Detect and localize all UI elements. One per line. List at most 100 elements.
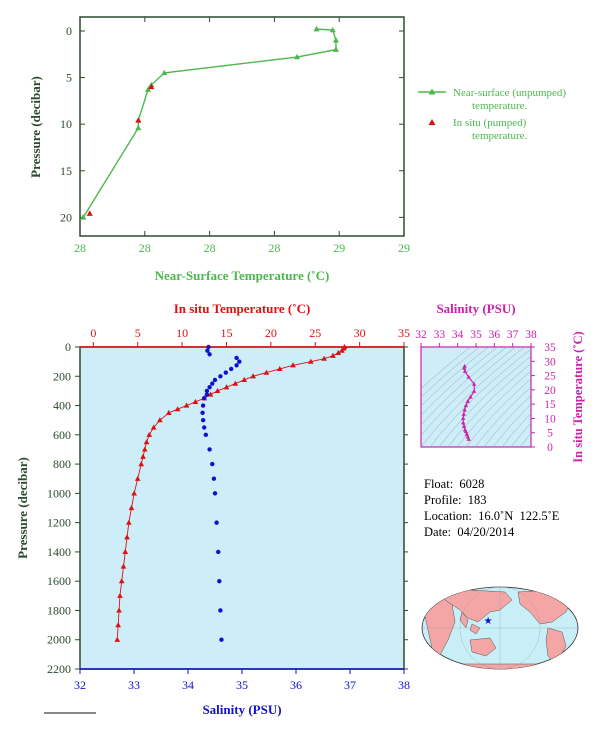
density-contour <box>465 378 531 447</box>
density-contour <box>438 355 531 447</box>
surface-point <box>145 86 152 92</box>
top-xtick-label: 28 <box>74 241 86 255</box>
salinity-point <box>203 432 209 438</box>
top-xlabel: Near-Surface Temperature (˚C) <box>155 268 330 283</box>
ts-ytick-label: 30 <box>544 356 556 368</box>
density-contour <box>421 347 525 447</box>
surface-point <box>161 69 168 76</box>
float-location-marker: ★ <box>484 616 493 627</box>
ts-xtick-label: 35 <box>470 329 482 341</box>
sal-tick-label: 38 <box>398 678 410 692</box>
temperature-point <box>140 453 146 459</box>
density-contour <box>474 386 531 447</box>
salinity-point <box>211 476 217 481</box>
main-axis-ticks: 0 5 10 15 20 25 30 35 32 33 34 35 36 37 38 0 200 400 600 80… <box>47 326 410 692</box>
top-ytick-label: 15 <box>60 164 72 178</box>
density-contour <box>421 347 507 426</box>
world-map: ★ <box>421 586 579 670</box>
main-top-xlabel: In situ Temperature (˚C) <box>174 301 311 316</box>
temperature-point <box>150 424 157 430</box>
sal-tick-label: 37 <box>344 678 356 692</box>
ts-xtick-label: 32 <box>415 329 427 341</box>
temperature-point <box>122 548 129 555</box>
pressure-tick-label: 600 <box>53 428 71 442</box>
density-contour <box>447 363 531 447</box>
surface-point <box>332 46 339 52</box>
sal-tick-label: 35 <box>236 678 248 692</box>
ts-point <box>462 368 468 373</box>
footer-stamp <box>44 712 96 714</box>
ts-xtick-label: 34 <box>452 329 464 341</box>
ts-point <box>462 407 467 412</box>
temperature-point <box>307 358 314 364</box>
float-info: Float: 6028 Profile: 183 Location: 16.0˚… <box>424 476 559 540</box>
temperature-point <box>192 398 199 404</box>
salinity-point <box>200 410 205 416</box>
main-ylabel: Pressure (decibar) <box>15 457 30 559</box>
salinity-point <box>207 447 212 452</box>
salinity-point <box>234 363 239 368</box>
temperature-point <box>157 417 163 423</box>
temp-tick-label: 25 <box>309 326 321 340</box>
near-surface-chart: 28 28 28 28 29 29 0 5 10 15 20 Near-Surface Temper… <box>28 16 410 283</box>
salinity-point <box>218 374 223 379</box>
temperature-point <box>263 369 270 375</box>
ts-ytick-label: 20 <box>544 385 556 397</box>
pressure-tick-label: 2000 <box>47 633 71 647</box>
temp-tick-label: 35 <box>398 326 410 340</box>
salinity-point <box>206 344 211 350</box>
density-contour <box>483 394 531 447</box>
temperature-line <box>116 346 345 640</box>
surface-point <box>329 26 336 33</box>
ts-series <box>460 363 477 441</box>
temperature-point <box>207 391 214 397</box>
ts-xtick-label: 33 <box>434 329 446 341</box>
temperature-point <box>143 439 150 445</box>
temp-tick-label: 15 <box>220 326 232 340</box>
density-contour <box>528 444 531 447</box>
surface-point <box>332 37 339 43</box>
salinity-point <box>210 381 215 386</box>
legend-surface-label-1: Near-surface (unpumped) <box>453 87 566 99</box>
insitu-point <box>148 83 155 90</box>
salinity-point <box>207 385 212 390</box>
pressure-tick-label: 1200 <box>47 516 71 530</box>
date: Date: 04/20/2014 <box>424 525 515 539</box>
ts-ytick-label: 0 <box>547 442 553 454</box>
ts-ytick-label: 15 <box>544 399 556 411</box>
sal-tick-label: 34 <box>182 678 194 692</box>
ts-axis-ticks: 32 33 34 35 36 37 38 0 5 10 15 20 25 30 35 <box>415 329 556 454</box>
legend-insitu-label-2: temperature. <box>472 130 528 142</box>
salinity-point <box>200 403 206 408</box>
ts-ytick-label: 35 <box>544 342 556 354</box>
ts-ytick-label: 5 <box>547 428 553 440</box>
density-contour <box>421 347 498 416</box>
temperature-point <box>232 380 239 386</box>
main-bottom-xlabel: Salinity (PSU) <box>202 702 281 717</box>
ts-ytick-label: 25 <box>544 371 556 383</box>
top-axis-ticks: 28 28 28 28 29 29 0 5 10 15 20 <box>60 17 410 255</box>
temp-tick-label: 20 <box>265 326 277 340</box>
pressure-tick-label: 1600 <box>47 574 71 588</box>
location: Location: 16.0˚N 122.5˚E <box>424 509 560 523</box>
temperature-point <box>128 505 135 511</box>
density-contour <box>421 347 471 390</box>
ts-density-contours <box>421 347 531 447</box>
main-plot-area <box>79 346 405 670</box>
top-ytick-label: 0 <box>66 24 72 38</box>
top-series <box>80 25 339 220</box>
temperature-point <box>131 490 137 496</box>
insitu-point <box>86 210 93 216</box>
salinity-point <box>218 608 223 613</box>
temperature-point <box>141 446 148 452</box>
temperature-point <box>124 534 130 540</box>
ts-point <box>461 423 467 428</box>
pressure-tick-label: 1400 <box>47 545 71 559</box>
ts-point <box>460 416 466 421</box>
density-contour <box>421 347 489 407</box>
temperature-point <box>183 402 190 408</box>
ts-xlabel: Salinity (PSU) <box>436 301 515 316</box>
density-contour <box>421 347 480 398</box>
salinity-point <box>207 352 212 357</box>
